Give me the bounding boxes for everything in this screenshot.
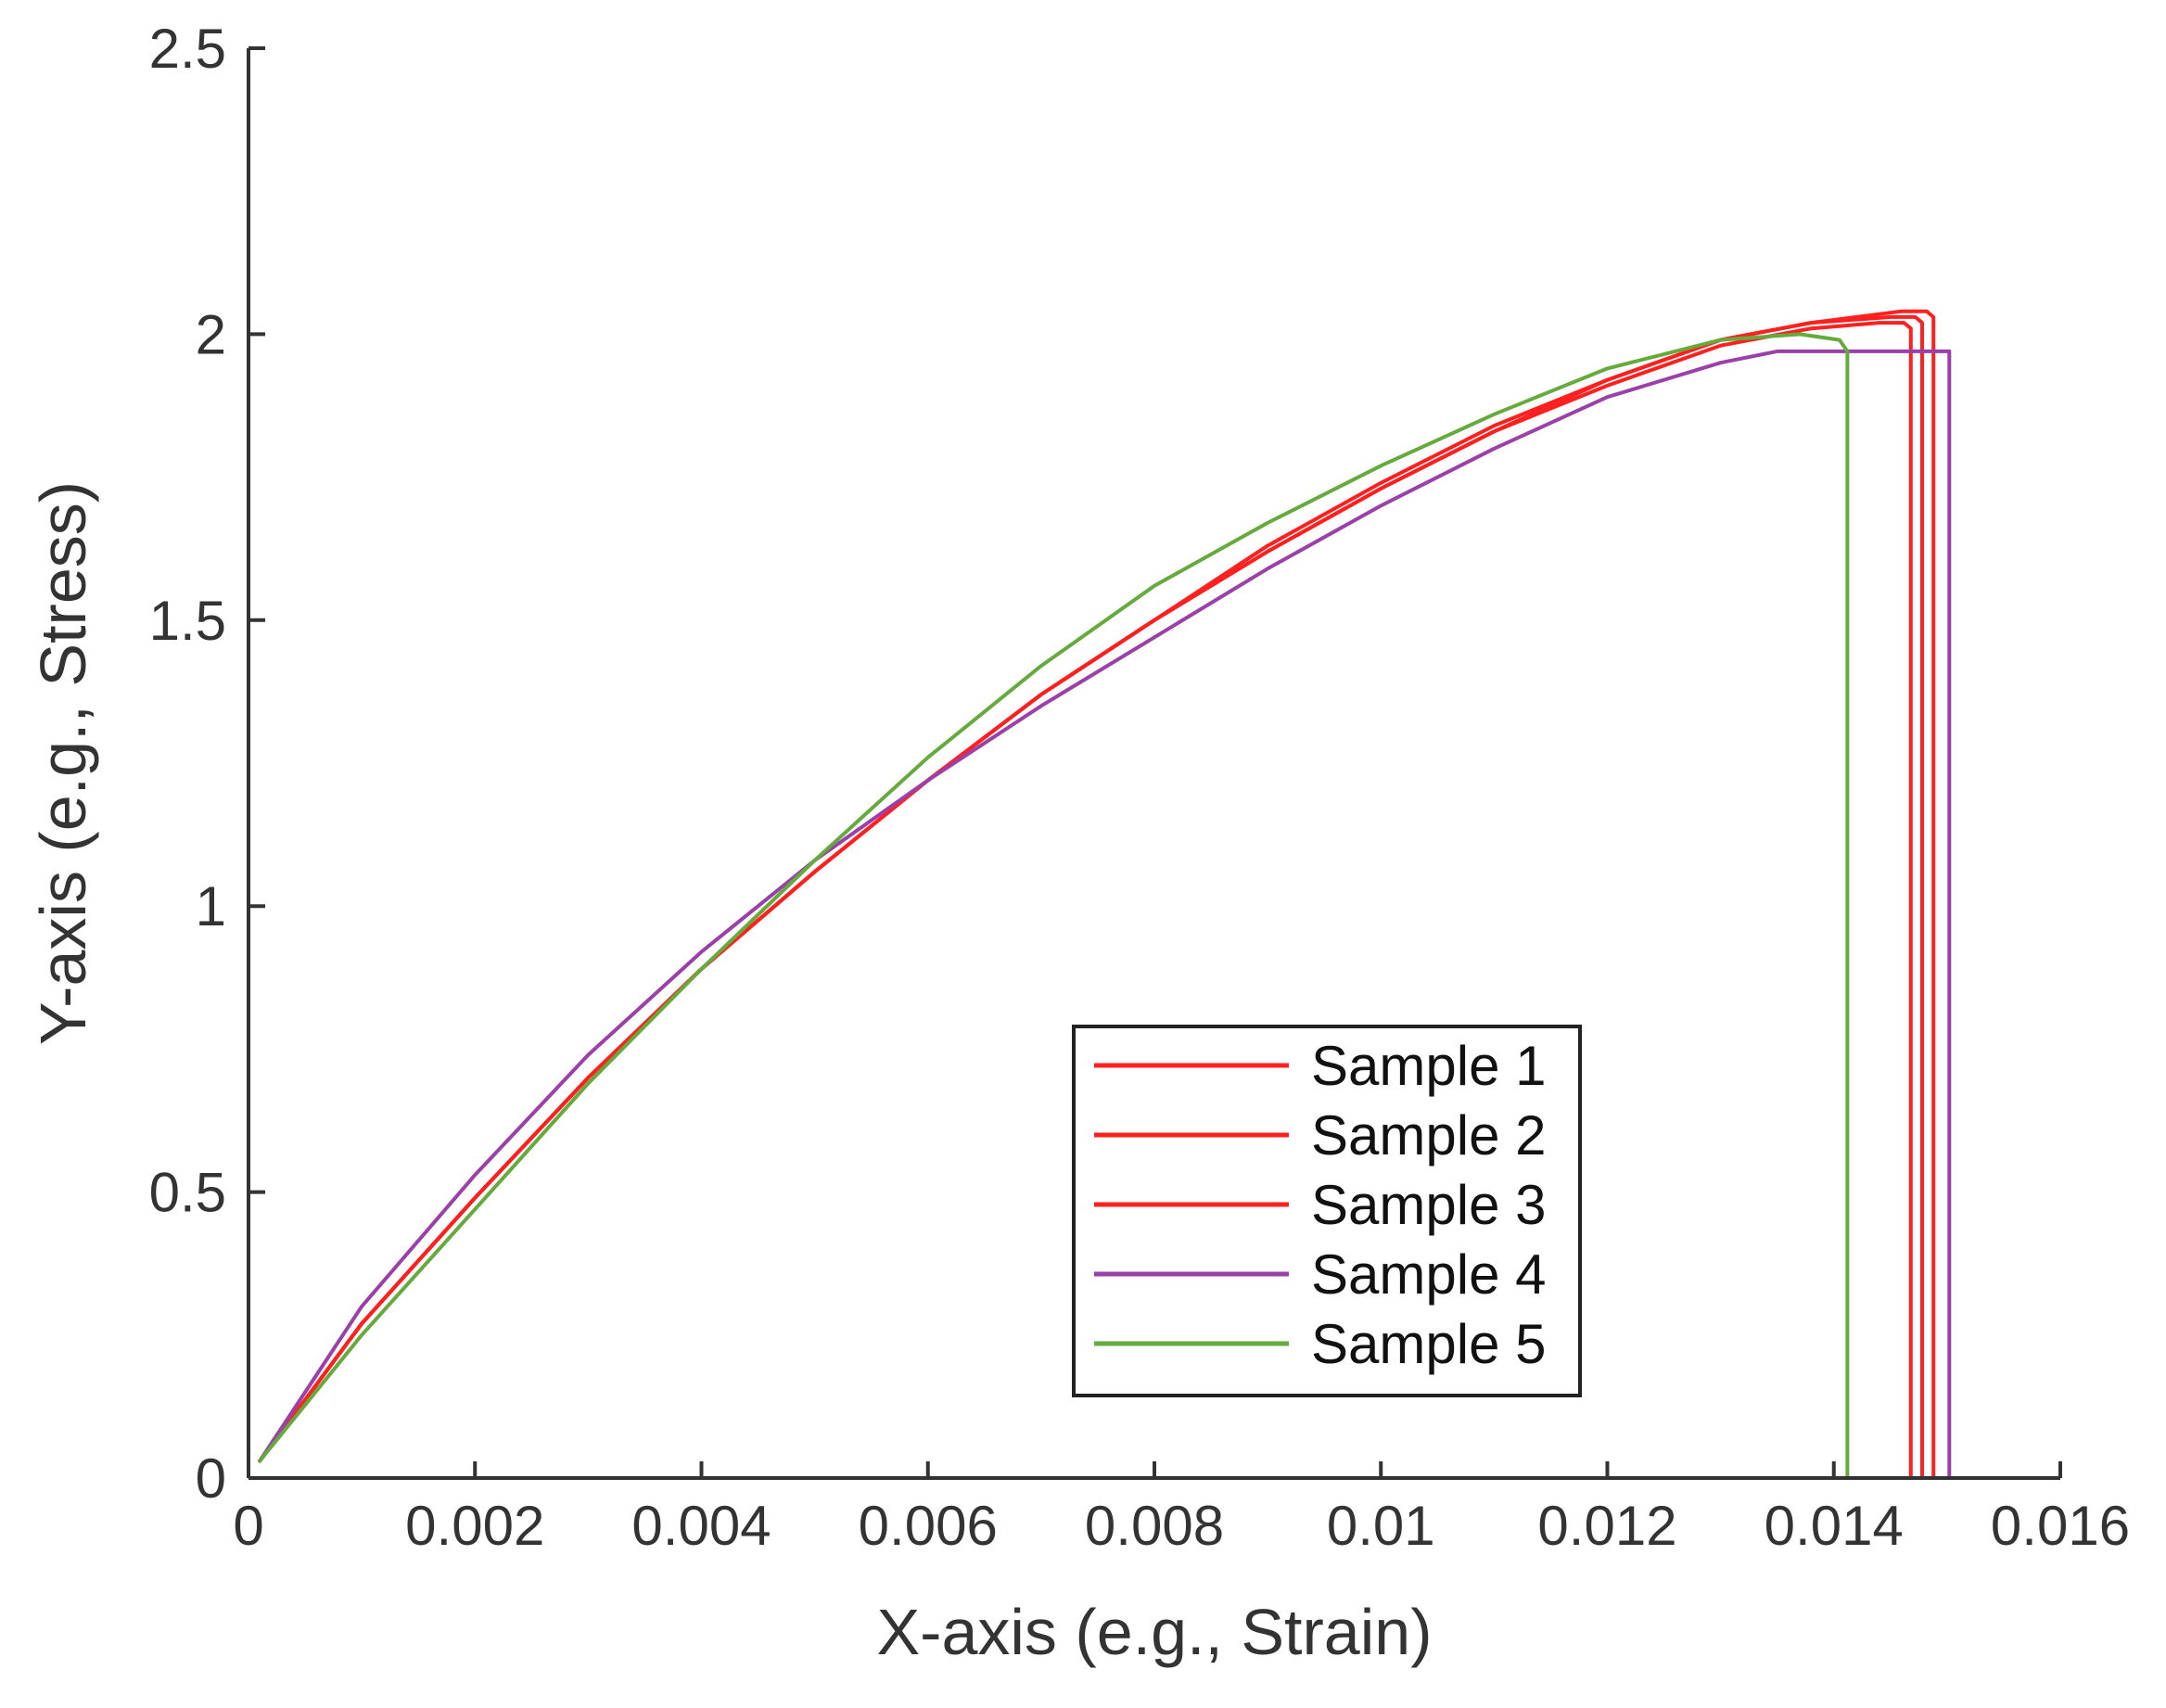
y-axis-title: Y-axis (e.g., Stress)	[27, 481, 99, 1045]
y-tick-label: 2.5	[149, 18, 226, 80]
x-tick-label: 0.014	[1765, 1495, 1904, 1557]
x-tick-label: 0.01	[1327, 1495, 1435, 1557]
y-tick-label: 0.5	[149, 1162, 226, 1224]
legend-box	[1072, 1025, 1582, 1397]
y-tick-label: 1	[196, 875, 226, 937]
legend-label-4: Sample 4	[1311, 1243, 1546, 1306]
legend-label-5: Sample 5	[1311, 1313, 1546, 1375]
series-line-5	[258, 332, 1850, 1480]
x-tick-label: 0.004	[631, 1495, 771, 1557]
legend-label-1: Sample 1	[1311, 1035, 1546, 1097]
y-tick-label: 0	[196, 1447, 226, 1510]
x-tick-label: 0.016	[1991, 1495, 2130, 1557]
x-axis-title: X-axis (e.g., Strain)	[876, 1596, 1432, 1668]
y-tick-label: 2	[196, 303, 226, 365]
x-tick-label: 0.006	[859, 1495, 998, 1557]
x-tick-label: 0.008	[1085, 1495, 1224, 1557]
y-tick-label: 1.5	[149, 590, 226, 652]
x-tick-label: 0.002	[405, 1495, 544, 1557]
legend-label-2: Sample 2	[1311, 1104, 1546, 1166]
x-tick-label: 0.012	[1537, 1495, 1676, 1557]
legend-label-3: Sample 3	[1311, 1174, 1546, 1236]
ticks-layer: 0 0.002 0.004 0.006 0.008 0.01 0.012 0.014 0.016…	[149, 18, 2131, 1557]
series-line-3	[258, 309, 1936, 1480]
series-line-4	[258, 349, 1952, 1480]
legend: Sample 1 Sample 2 Sample 3 Sample 4 Sample 5	[1072, 1025, 1582, 1397]
x-tick-label: 0	[233, 1495, 263, 1557]
series-layer	[258, 309, 1952, 1480]
